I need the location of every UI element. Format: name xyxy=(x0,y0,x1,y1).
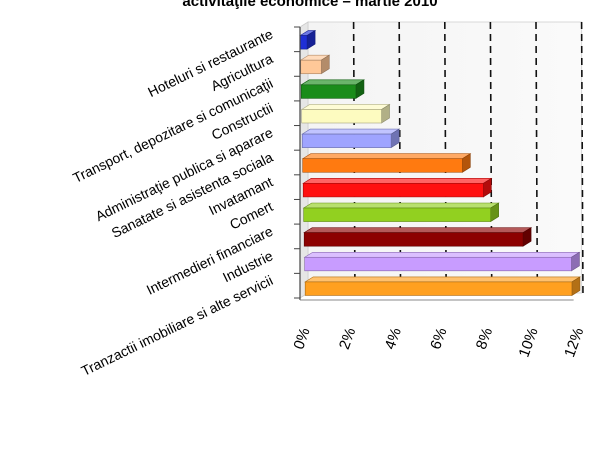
bar-top xyxy=(303,251,581,258)
bar xyxy=(304,256,572,272)
bar xyxy=(301,109,382,124)
x-tick-label: 8% xyxy=(473,326,496,352)
bar-top xyxy=(301,128,401,135)
bar xyxy=(303,207,491,222)
bar-top xyxy=(302,202,500,209)
bar xyxy=(302,158,463,173)
bar-top xyxy=(303,227,533,233)
gridline xyxy=(489,21,493,294)
bar-top xyxy=(300,79,365,86)
category-label: Tranzactii imobiliare si alte servicii xyxy=(79,272,276,379)
bar xyxy=(302,183,484,198)
bar xyxy=(299,35,308,50)
bar-top xyxy=(304,276,581,283)
bar-top xyxy=(302,178,493,184)
gridline xyxy=(580,21,584,294)
chart-title: activităţile economice – martie 2010 xyxy=(182,0,437,10)
x-tick-label: 4% xyxy=(382,326,405,352)
bar-top xyxy=(300,104,391,110)
bar xyxy=(301,133,392,148)
gridline xyxy=(535,21,539,294)
bar xyxy=(303,232,524,247)
x-tick-label: 2% xyxy=(336,326,359,352)
bar xyxy=(300,84,357,99)
x-tick-label: 12% xyxy=(561,326,587,360)
bar-top xyxy=(301,153,472,160)
x-tick-label: 6% xyxy=(427,326,450,352)
x-tick-label: 0% xyxy=(290,326,313,352)
x-tick-label: 10% xyxy=(516,326,542,360)
bar xyxy=(300,59,322,75)
bar xyxy=(304,281,573,296)
